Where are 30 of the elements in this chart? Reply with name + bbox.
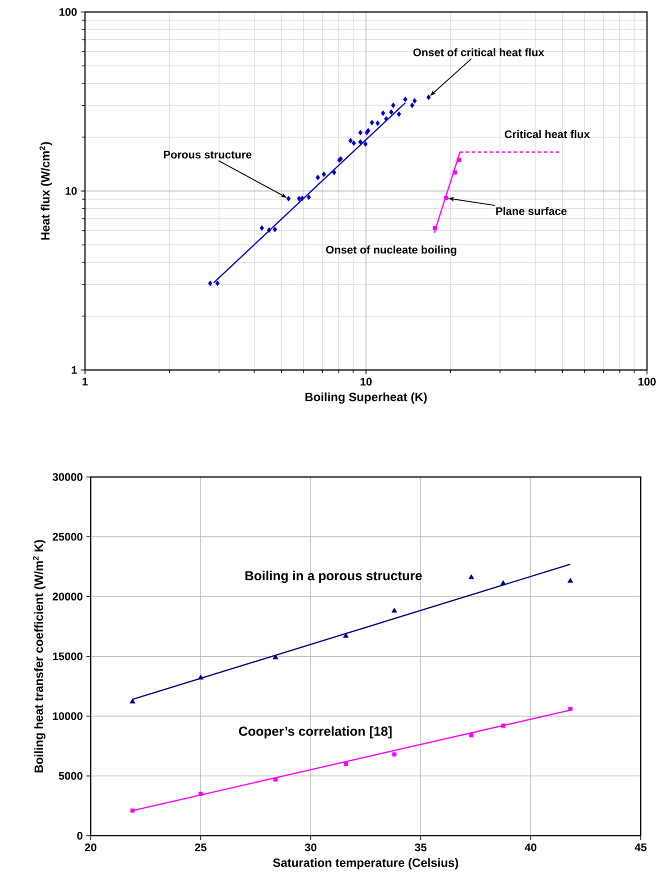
annotation: Critical heat flux [504,130,590,138]
y-tick-label: 0 [77,832,82,840]
y-axis-title: Heat flux (W/cm$^{2}$) [40,142,52,240]
y-tick-label: 15000 [53,652,82,660]
x-tick-label: 45 [634,844,647,852]
y-tick-label: 10 [66,187,77,195]
series-label: Cooper’s correlation [18] [239,726,392,738]
annotation: Plane surface [496,206,567,216]
annotation: Onset of nucleate boiling [326,246,456,256]
x-axis-title: Boiling Superheat (K) [305,392,427,404]
y-tick-label: 10000 [53,712,82,720]
annotation: Porous structure [164,150,252,159]
y-tick-label: 25000 [52,532,82,541]
y-tick-label: 1 [72,366,77,374]
x-tick-label: 20 [84,844,96,852]
y-axis-title: Boiling heat transfer coefficient (W/m$^{2}$ K) [32,540,46,772]
x-tick-label: 30 [304,844,316,852]
x-tick-label: 35 [414,844,427,852]
x-tick-label: 100 [638,378,656,386]
x-tick-label: 25 [194,844,206,852]
x-tick-label: 40 [524,844,536,852]
x-tick-label: 10 [360,378,372,386]
y-tick-label: 5000 [58,772,82,780]
x-axis-title: Saturation temperature (Celsius) [273,858,458,870]
y-tick-label: 100 [60,8,77,16]
x-tick-label: 1 [82,378,88,386]
annotation: Onset of critical heat flux [413,48,544,56]
y-tick-label: 20000 [52,592,82,600]
y-tick-label: 30000 [52,473,82,481]
series-label: Boiling in a porous structure [245,570,422,583]
